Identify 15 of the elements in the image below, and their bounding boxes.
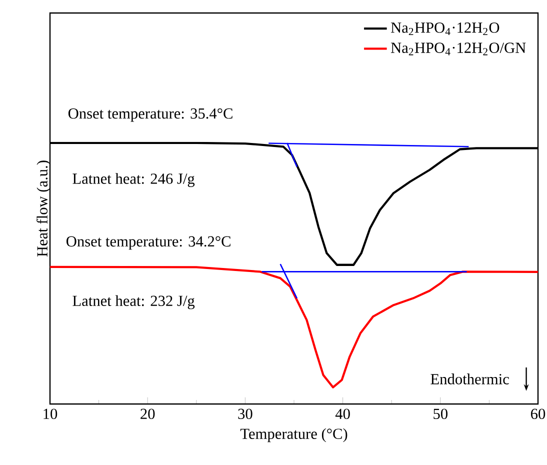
legend-label: Na$_{2}$HPO$_{4}$·12H$_{2}$O: [390, 22, 500, 36]
y-axis-title: Heat flow (a.u.): [36, 160, 51, 257]
annotation: Latnet heat: 232 J/g: [72, 295, 195, 310]
x-tick-label: 30: [238, 408, 252, 420]
text: Onset temperature: 35.4°C: [68, 108, 232, 122]
x-tick-label: 40: [335, 408, 350, 420]
annotation: Latnet heat: 246 J/g: [72, 173, 195, 188]
annotation: Onset temperature: 34.2°C: [66, 236, 230, 250]
x-tick-label: 50: [434, 408, 448, 420]
x-tick-label: 60: [530, 408, 546, 420]
x-tick-label: 10: [44, 408, 58, 420]
annotation: Endothermic: [430, 374, 509, 384]
x-axis-title: Temperature (°C): [240, 428, 348, 442]
x-tick-label: 20: [140, 408, 155, 420]
legend-label: Na$_{2}$HPO$_{4}$·12H$_{2}$O/GN: [390, 42, 526, 56]
